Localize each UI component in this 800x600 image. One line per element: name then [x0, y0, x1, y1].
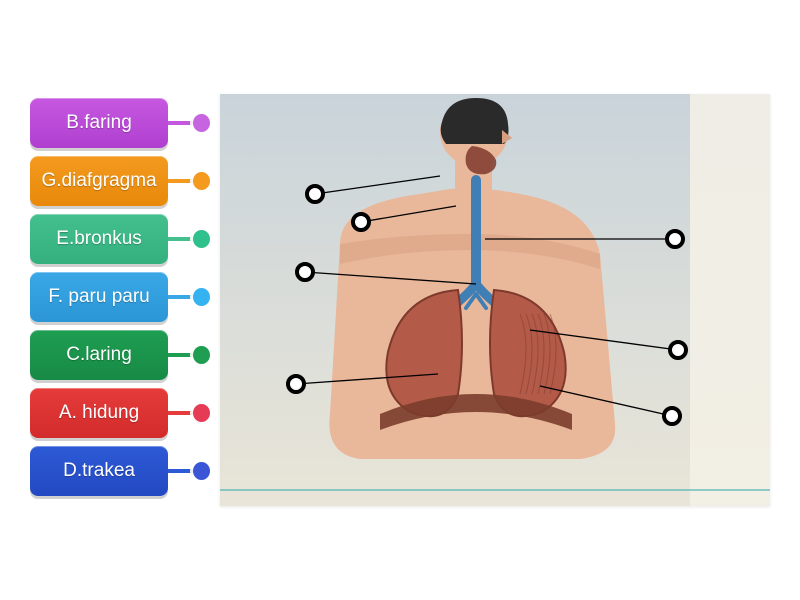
label-pin-laring[interactable] [193, 346, 210, 364]
label-stem-faring [168, 121, 193, 125]
label-row-trakea: D.trakea [30, 442, 210, 500]
label-row-bronkus: E.bronkus [30, 210, 210, 268]
label-stem-paru [168, 295, 193, 299]
label-stem-diafragma [168, 179, 193, 183]
drop-target-m5[interactable] [670, 342, 686, 358]
label-stem-hidung [168, 411, 193, 415]
label-pin-hidung[interactable] [193, 404, 210, 422]
diagram-image[interactable] [220, 94, 770, 506]
label-pin-bronkus[interactable] [193, 230, 210, 248]
label-button-paru[interactable]: F. paru paru [30, 272, 168, 322]
diagram-svg [220, 94, 770, 506]
label-stem-trakea [168, 469, 193, 473]
drop-target-m1[interactable] [307, 186, 323, 202]
label-row-paru: F. paru paru [30, 268, 210, 326]
label-pin-diafragma[interactable] [193, 172, 210, 190]
label-button-faring[interactable]: B.faring [30, 98, 168, 148]
label-button-bronkus[interactable]: E.bronkus [30, 214, 168, 264]
label-row-laring: C.laring [30, 326, 210, 384]
label-button-hidung[interactable]: A. hidung [30, 388, 168, 438]
drop-target-m2[interactable] [353, 214, 369, 230]
label-pin-trakea[interactable] [193, 462, 210, 480]
label-button-trakea[interactable]: D.trakea [30, 446, 168, 496]
drop-target-m4[interactable] [297, 264, 313, 280]
label-button-laring[interactable]: C.laring [30, 330, 168, 380]
drop-target-m6[interactable] [288, 376, 304, 392]
label-pin-paru[interactable] [193, 288, 210, 306]
drop-target-m3[interactable] [667, 231, 683, 247]
drop-target-m7[interactable] [664, 408, 680, 424]
label-pin-faring[interactable] [193, 114, 210, 132]
label-row-faring: B.faring [30, 94, 210, 152]
label-stem-bronkus [168, 237, 193, 241]
label-row-diafragma: G.diafgragma [30, 152, 210, 210]
label-list: B.faring G.diafgragma E.bronkus F. paru par… [30, 94, 210, 500]
label-stem-laring [168, 353, 193, 357]
label-row-hidung: A. hidung [30, 384, 210, 442]
label-button-diafragma[interactable]: G.diafgragma [30, 156, 168, 206]
